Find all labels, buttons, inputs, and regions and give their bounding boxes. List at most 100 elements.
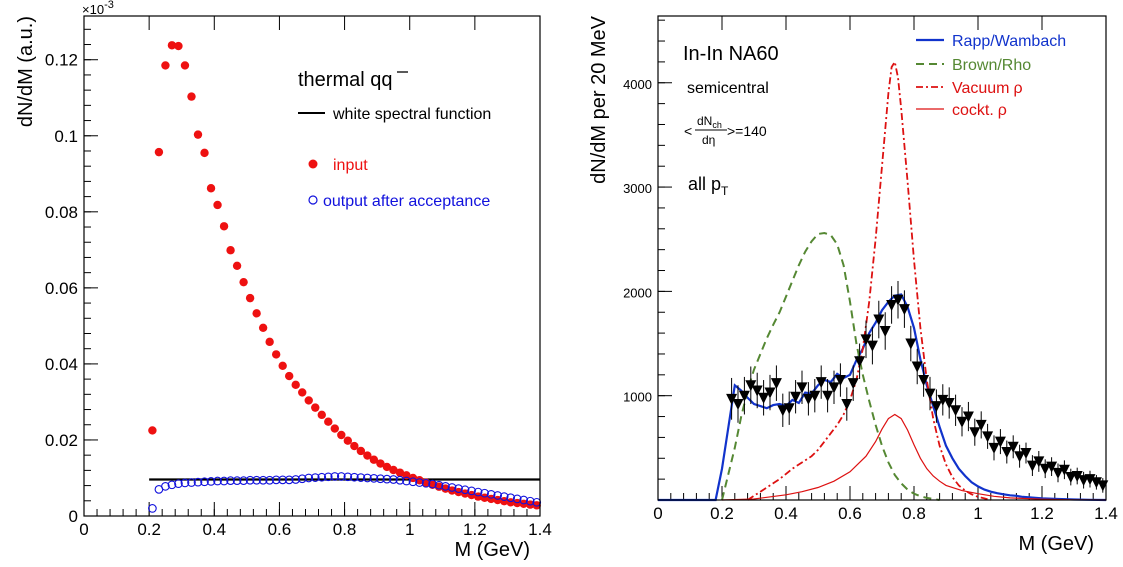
data-point <box>1065 472 1077 484</box>
input-point <box>206 184 216 193</box>
x-tick-label: 0.2 <box>710 504 734 523</box>
input-point <box>317 410 326 420</box>
right-y-axis-label: dN/dM per 20 MeV <box>588 15 610 184</box>
data-point <box>777 405 789 417</box>
input-point <box>154 147 164 157</box>
output-point <box>193 477 203 487</box>
data-point <box>764 387 776 399</box>
input-point <box>499 496 509 506</box>
y-tick-label: 3000 <box>623 181 652 196</box>
data-point <box>873 314 885 326</box>
output-point <box>187 478 196 487</box>
right-plot-frame <box>657 15 1107 501</box>
pt-main: all p <box>688 174 721 194</box>
input-point <box>376 459 385 468</box>
output-point <box>493 491 503 500</box>
cocktail-rho-line <box>721 413 1107 501</box>
x-tick-label: 0 <box>653 504 662 523</box>
input-point <box>532 501 541 510</box>
left-legend-line-label: white spectral function <box>332 106 491 123</box>
y-tick-label: 0.1 <box>54 127 78 146</box>
input-point <box>493 495 502 505</box>
data-point <box>911 361 923 373</box>
data-point <box>924 388 936 400</box>
input-point <box>174 41 183 51</box>
output-point <box>460 485 470 495</box>
left-ticks <box>83 16 541 517</box>
x-tick-label: 0.4 <box>202 520 226 539</box>
output-point <box>343 472 353 482</box>
output-point <box>252 475 261 485</box>
data-point <box>1001 447 1013 459</box>
multiplicity-num: dN <box>697 114 712 128</box>
data-point <box>726 393 738 405</box>
left-plot-frame <box>83 15 541 517</box>
output-point <box>382 474 392 484</box>
input-point <box>161 61 170 70</box>
left-legend-output-label: output after acceptance <box>323 193 490 210</box>
data-point <box>828 382 840 394</box>
input-point <box>245 293 255 303</box>
output-point <box>402 476 411 486</box>
left-exponent-power: -3 <box>104 0 114 11</box>
right-panel: 0 0.2 0.4 0.6 0.8 1 1.2 1.4 1000 2000 3000 4000 M … <box>588 15 1118 555</box>
output-point <box>499 492 509 501</box>
left-annotation-qbar: q <box>381 69 392 91</box>
output-point <box>480 488 489 498</box>
left-annotation: thermal qq <box>298 69 393 91</box>
input-point <box>369 455 379 464</box>
input-point <box>232 261 242 271</box>
data-point <box>1020 448 1032 460</box>
x-tick-label: 1.4 <box>528 520 552 539</box>
multiplicity-lt: < <box>684 123 692 139</box>
output-point <box>239 476 248 485</box>
input-point <box>441 484 450 493</box>
input-point <box>200 148 209 158</box>
data-point <box>1039 463 1051 475</box>
left-x-axis-label: M (GeV) <box>454 539 530 561</box>
output-point <box>180 478 190 488</box>
output-point <box>245 475 255 485</box>
legend-cockt-rho: ρ <box>998 102 1007 119</box>
output-point <box>519 495 529 505</box>
output-point <box>421 478 431 488</box>
input-point <box>350 441 359 451</box>
y-tick-label: 0 <box>69 507 78 526</box>
right-pt-label: all pT <box>688 174 729 198</box>
data-point <box>892 294 904 306</box>
right-x-tick-labels: 0 0.2 0.4 0.6 0.8 1 1.2 1.4 <box>653 504 1118 523</box>
data-point <box>937 394 949 406</box>
multiplicity-numerator: dNch <box>697 114 722 130</box>
y-tick-label: 0.12 <box>45 51 78 70</box>
right-legend-vacuum-label: Vacuum ρ <box>952 80 1023 97</box>
output-point <box>330 472 340 481</box>
input-point <box>226 246 235 255</box>
data-point <box>969 427 981 439</box>
input-point <box>304 396 313 405</box>
y-tick-label: 0.06 <box>45 279 78 298</box>
output-point <box>349 472 359 482</box>
data-point <box>866 340 878 352</box>
left-y-tick-labels: 0 0.02 0.04 0.06 0.08 0.1 0.12 <box>45 51 78 526</box>
vacuum-rho-line <box>747 59 992 501</box>
output-point <box>258 475 268 485</box>
x-tick-label: 1.4 <box>1094 504 1118 523</box>
data-point <box>930 401 942 413</box>
data-point <box>834 375 846 387</box>
right-legend-cockt-label: cockt. ρ <box>952 102 1007 119</box>
input-point <box>148 426 157 435</box>
left-exponent-base: ×10 <box>82 2 104 17</box>
y-tick-label: 0.02 <box>45 431 78 450</box>
output-point <box>369 474 379 483</box>
data-point <box>905 338 917 350</box>
output-point <box>297 474 307 484</box>
output-point <box>512 494 522 504</box>
data-point <box>738 390 750 402</box>
output-point <box>336 472 346 481</box>
legend-vacuum-word: Vacuum <box>952 80 1010 97</box>
left-legend-input-marker <box>308 159 318 169</box>
output-point <box>473 487 483 497</box>
multiplicity-tail: >=140 <box>727 123 767 139</box>
data-point <box>918 375 930 387</box>
output-point <box>389 475 398 484</box>
